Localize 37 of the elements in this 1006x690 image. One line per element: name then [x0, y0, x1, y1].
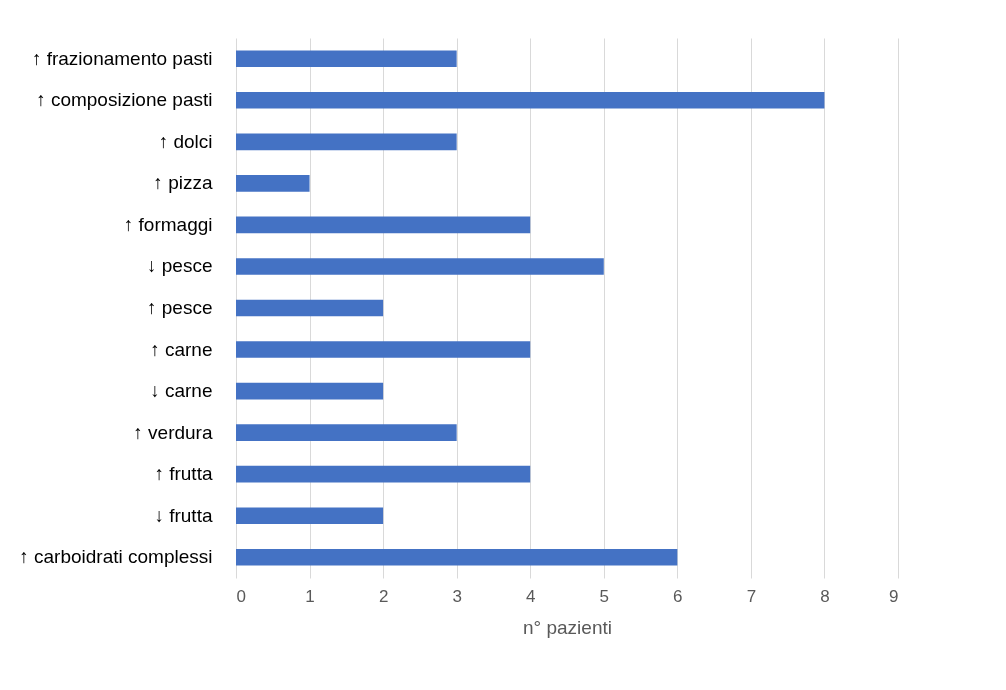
y-tick-label: ↓ pesce [147, 255, 213, 277]
bar [236, 424, 457, 441]
y-tick-label: ↑ verdura [133, 421, 213, 443]
bar [236, 382, 384, 400]
y-tick-label: ↓ carne [150, 380, 213, 402]
x-tick-label: 7 [746, 586, 757, 606]
y-tick-label: ↑ carne [150, 338, 213, 360]
x-tick-label: 1 [305, 586, 315, 606]
y-tick-label: ↑ pizza [153, 172, 213, 194]
bar [236, 507, 384, 524]
x-tick-label: 3 [452, 586, 462, 606]
y-tick-label: ↑ composizione pasti [36, 89, 213, 111]
y-tick-label: ↑ carboidrati complessi [19, 546, 213, 568]
bar [236, 133, 457, 151]
y-tick-label: ↑ pesce [147, 297, 213, 318]
x-axis-title: n° pazienti [523, 616, 612, 638]
bar [236, 465, 531, 483]
bar [236, 92, 825, 109]
bar [236, 299, 384, 317]
x-tick-label: 8 [820, 586, 830, 606]
bar [236, 548, 678, 566]
bar [236, 341, 531, 358]
y-tick-label: ↑ frutta [154, 463, 213, 485]
y-tick-label: ↑ dolci [158, 130, 213, 152]
bar [236, 216, 531, 234]
bar [236, 50, 457, 68]
x-tick-label: 2 [378, 586, 389, 606]
x-tick-label: 5 [599, 586, 610, 606]
x-tick-label: 9 [889, 586, 899, 606]
x-tick-label: 0 [236, 586, 246, 606]
x-tick-label: 6 [673, 586, 683, 606]
bar [236, 175, 310, 192]
bar [236, 258, 604, 275]
y-tick-label: ↑ frazionamento pasti [31, 47, 213, 69]
y-tick-label: ↑ formaggi [123, 213, 213, 235]
y-tick-label: ↓ frutta [154, 504, 213, 526]
x-tick-label: 4 [525, 586, 536, 606]
